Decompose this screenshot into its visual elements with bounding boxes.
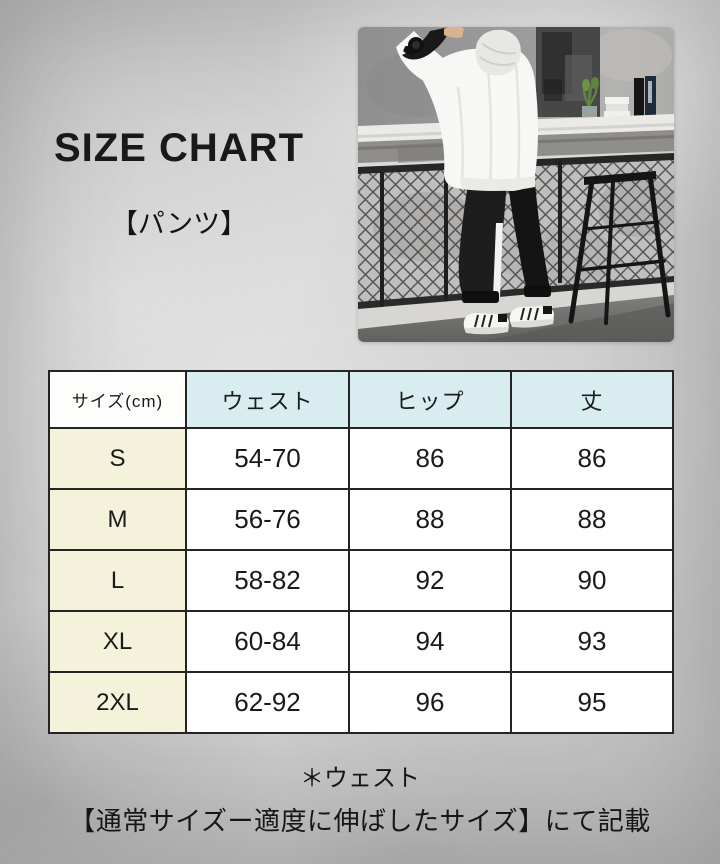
waist-value: 56-76 <box>185 488 350 551</box>
white-hoodie <box>396 27 538 192</box>
model-photo-illustration <box>358 27 674 342</box>
footnote: ＊ウェスト 【通常サイズー適度に伸ばしたサイズ】にて記載 <box>0 758 720 838</box>
length-value: 88 <box>510 488 674 551</box>
books-on-counter <box>604 76 656 118</box>
table-header-row: サイズ(cm) ウェスト ヒップ 丈 <box>48 370 674 429</box>
size-label: 2XL <box>48 671 187 734</box>
title-block: SIZE CHART 【パンツ】 <box>36 128 322 241</box>
length-value: 86 <box>510 427 674 490</box>
table-row-xl: XL 60-84 94 93 <box>48 610 674 673</box>
hip-value: 94 <box>348 610 512 673</box>
hip-value: 88 <box>348 488 512 551</box>
pants-side-stripe <box>493 223 503 298</box>
length-value: 93 <box>510 610 674 673</box>
length-value: 90 <box>510 549 674 612</box>
hip-value: 96 <box>348 671 512 734</box>
size-label: XL <box>48 610 187 673</box>
size-label: S <box>48 427 187 490</box>
bar-stool <box>568 171 671 325</box>
size-unit-header: サイズ(cm) <box>48 370 187 429</box>
length-value: 95 <box>510 671 674 734</box>
size-label: M <box>48 488 187 551</box>
page-title: SIZE CHART <box>54 126 304 170</box>
footnote-line1: ＊ウェスト <box>300 765 420 792</box>
waist-value: 54-70 <box>185 427 350 490</box>
waist-value: 62-92 <box>185 671 350 734</box>
hip-header: ヒップ <box>348 370 512 429</box>
size-chart-table: サイズ(cm) ウェスト ヒップ 丈 S 54-70 86 86 M 56-76… <box>48 370 674 734</box>
table-row-m: M 56-76 88 88 <box>48 488 674 551</box>
size-label: L <box>48 549 187 612</box>
track-pants <box>458 169 551 303</box>
sneakers <box>463 306 554 335</box>
hand <box>444 27 464 38</box>
waist-value: 60-84 <box>185 610 350 673</box>
hip-value: 86 <box>348 427 512 490</box>
page-subtitle: 【パンツ】 <box>110 209 248 239</box>
footnote-line2: 【通常サイズー適度に伸ばしたサイズ】にて記載 <box>69 806 651 836</box>
table-row-2xl: 2XL 62-92 96 95 <box>48 671 674 734</box>
product-photo <box>358 27 674 342</box>
table-row-s: S 54-70 86 86 <box>48 427 674 490</box>
table-row-l: L 58-82 92 90 <box>48 549 674 612</box>
waist-value: 58-82 <box>185 549 350 612</box>
length-header: 丈 <box>510 370 674 429</box>
hip-value: 92 <box>348 549 512 612</box>
model-figure <box>396 27 554 335</box>
waist-header: ウェスト <box>185 370 350 429</box>
potted-plant <box>582 77 599 118</box>
